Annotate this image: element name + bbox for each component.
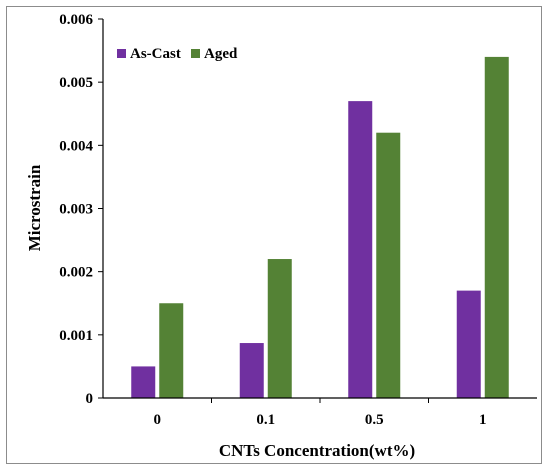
y-tick-label: 0.006: [59, 12, 93, 28]
y-tick-label: 0.003: [59, 202, 93, 218]
legend-swatch-aged: [191, 49, 200, 58]
bar-aged-0.1: [267, 259, 292, 398]
legend-label-aged: Aged: [204, 46, 238, 62]
x-axis-title: CNTs Concentration(wt%): [219, 441, 415, 460]
y-tick-label: 0.004: [59, 138, 93, 154]
legend-swatch-as-cast: [117, 49, 126, 58]
x-tick-label: 0: [154, 412, 162, 428]
bar-aged-0.5: [376, 132, 401, 398]
bar-aged-1: [484, 56, 509, 399]
y-tick-label: 0.002: [59, 265, 93, 281]
bar-aged-0: [159, 303, 184, 398]
y-tick-label: 0.001: [59, 328, 93, 344]
bar-as-cast-0.1: [239, 343, 264, 398]
bar-as-cast-0.5: [348, 101, 373, 398]
x-tick-label: 1: [479, 412, 487, 428]
x-ticks-group: 0 0.1 0.5 1: [154, 398, 487, 428]
x-tick-label: 0.5: [365, 412, 384, 428]
bar-as-cast-0: [131, 366, 156, 398]
y-ticks-group: 0 0.001 0.002 0.003 0.004 0.005 0.006: [59, 12, 103, 407]
y-axis-title: Microstrain: [25, 164, 44, 251]
legend-label-as-cast: As-Cast: [130, 46, 181, 62]
bars-group: [131, 56, 509, 399]
y-tick-label: 0.005: [59, 75, 93, 91]
x-tick-label: 0.1: [256, 412, 275, 428]
y-tick-label: 0: [86, 391, 94, 407]
legend: As-Cast Aged: [117, 46, 238, 62]
bar-as-cast-1: [456, 290, 481, 398]
